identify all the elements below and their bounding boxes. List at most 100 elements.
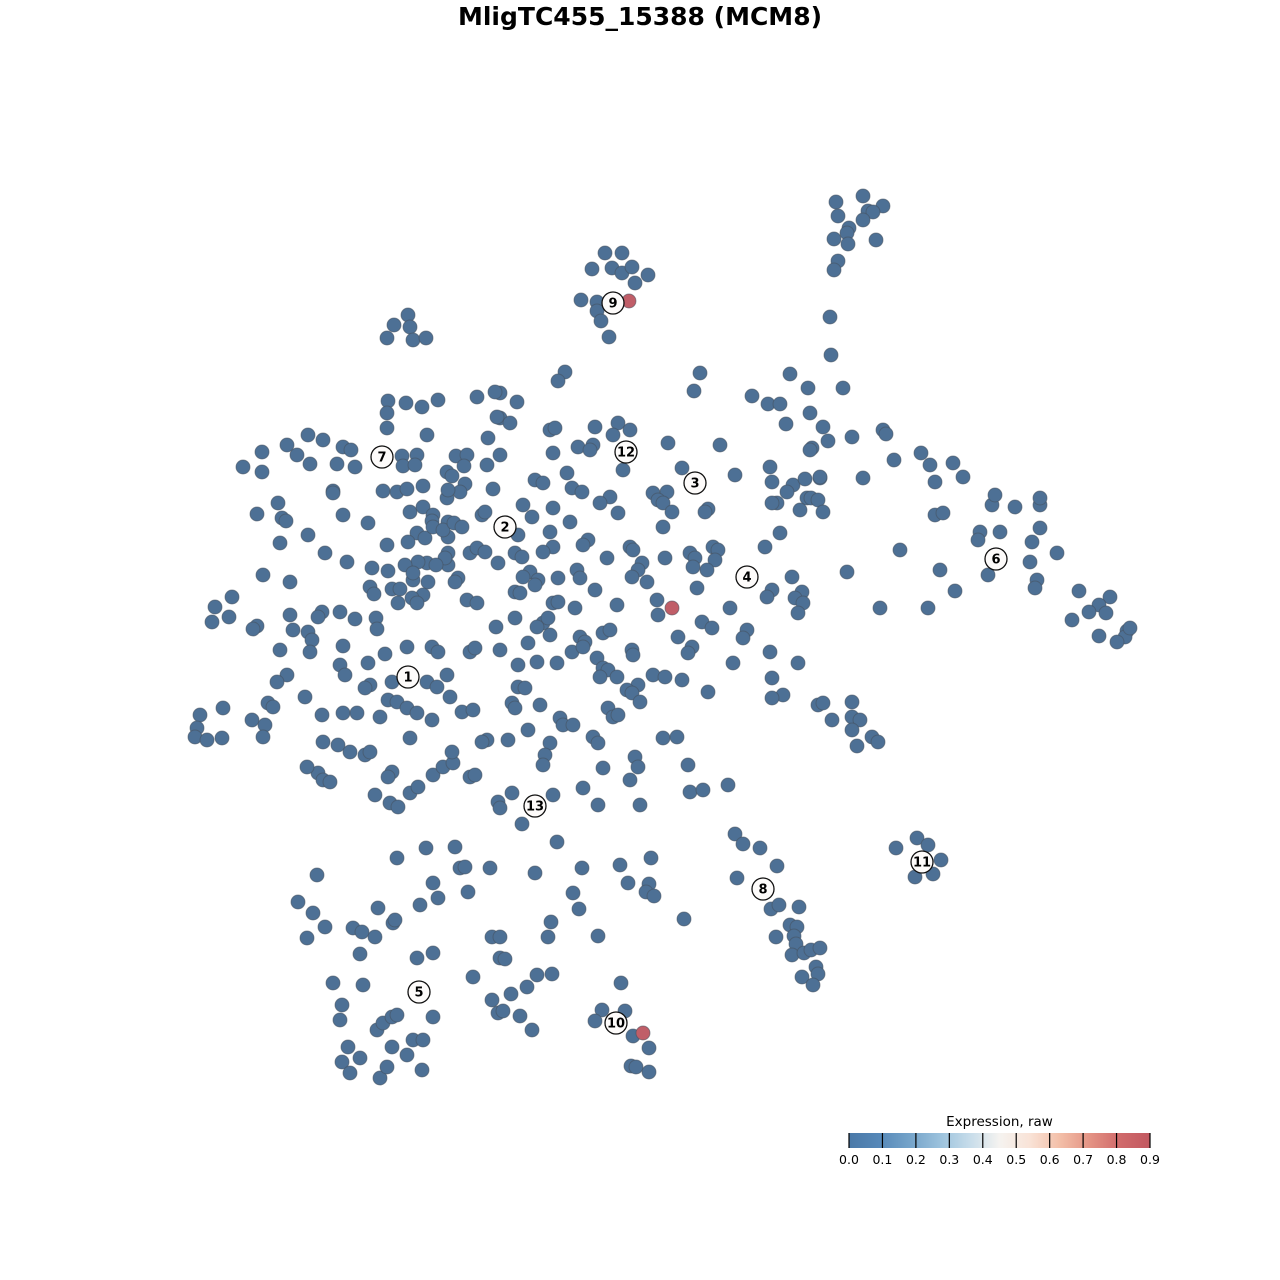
- data-point: [507, 610, 523, 626]
- data-point: [415, 1032, 431, 1048]
- data-point: [605, 427, 621, 443]
- data-point: [632, 797, 648, 813]
- data-point: [909, 830, 925, 846]
- data-point: [430, 392, 446, 408]
- data-point: [474, 734, 490, 750]
- data-point: [305, 905, 321, 921]
- data-point: [725, 655, 741, 671]
- data-point: [460, 884, 476, 900]
- data-point: [514, 816, 530, 832]
- data-point: [650, 607, 666, 623]
- data-point: [469, 389, 485, 405]
- data-point: [935, 505, 951, 521]
- data-point: [465, 969, 481, 985]
- data-point: [614, 245, 630, 261]
- data-point: [886, 452, 902, 468]
- data-point: [1022, 554, 1038, 570]
- data-point: [655, 519, 671, 535]
- data-point: [379, 420, 395, 436]
- data-point: [802, 405, 818, 421]
- data-point: [387, 912, 403, 928]
- data-point: [595, 760, 611, 776]
- data-point: [700, 684, 716, 700]
- data-point: [297, 689, 313, 705]
- data-point: [655, 495, 671, 511]
- data-point: [729, 870, 745, 886]
- cluster-label-10: 10: [604, 1011, 628, 1035]
- data-point: [545, 787, 561, 803]
- data-point: [405, 332, 421, 348]
- data-point: [399, 1047, 415, 1063]
- data-point: [335, 507, 351, 523]
- data-point: [435, 522, 451, 538]
- data-point: [343, 442, 359, 458]
- data-point: [920, 837, 936, 853]
- data-point: [1032, 490, 1048, 506]
- data-point: [855, 212, 871, 228]
- data-point: [204, 614, 220, 630]
- data-point: [402, 319, 418, 335]
- data-point: [812, 940, 828, 956]
- data-point: [285, 622, 301, 638]
- data-point: [407, 457, 423, 473]
- data-point: [707, 552, 723, 568]
- data-point: [360, 655, 376, 671]
- cluster-label-1: 1: [396, 665, 420, 689]
- svg-text:4: 4: [742, 571, 751, 586]
- data-point: [641, 1064, 657, 1080]
- data-point: [822, 309, 838, 325]
- data-point: [337, 667, 353, 683]
- data-point: [697, 504, 713, 520]
- data-point: [409, 705, 425, 721]
- data-point: [467, 767, 483, 783]
- data-point: [587, 419, 603, 435]
- data-point: [425, 875, 441, 891]
- data-point: [609, 597, 625, 613]
- data-point: [1081, 604, 1097, 620]
- data-point: [630, 759, 646, 775]
- data-point: [657, 550, 673, 566]
- data-point: [429, 679, 445, 695]
- data-point: [692, 365, 708, 381]
- data-point: [699, 562, 715, 578]
- data-point: [490, 555, 506, 571]
- data-point: [347, 459, 363, 475]
- data-point: [367, 787, 383, 803]
- data-point: [366, 586, 382, 602]
- data-point: [398, 395, 414, 411]
- data-point: [1032, 520, 1048, 536]
- data-point: [805, 977, 821, 993]
- data-point: [762, 644, 778, 660]
- data-point: [384, 1039, 400, 1055]
- data-point: [414, 1062, 430, 1078]
- data-point: [379, 405, 395, 421]
- data-point: [503, 986, 519, 1002]
- data-point: [492, 642, 508, 658]
- data-point: [565, 717, 581, 733]
- data-point: [405, 565, 421, 581]
- data-point: [214, 730, 230, 746]
- data-point: [610, 505, 626, 521]
- data-point: [612, 857, 628, 873]
- data-point: [627, 275, 643, 291]
- data-point: [844, 429, 860, 445]
- data-point: [800, 380, 816, 396]
- data-point: [970, 532, 986, 548]
- data-point: [364, 560, 380, 576]
- data-point: [244, 712, 260, 728]
- data-point: [389, 850, 405, 866]
- cluster-label-5: 5: [407, 980, 431, 1004]
- data-point: [469, 595, 485, 611]
- data-point: [802, 442, 818, 458]
- data-point-high-expression: [635, 1025, 651, 1041]
- data-point: [372, 709, 388, 725]
- data-point: [768, 929, 784, 945]
- data-point: [680, 757, 696, 773]
- data-point: [1071, 583, 1087, 599]
- data-point: [249, 506, 265, 522]
- data-point: [1027, 580, 1043, 596]
- data-point: [870, 734, 886, 750]
- data-point: [529, 619, 545, 635]
- data-point: [712, 437, 728, 453]
